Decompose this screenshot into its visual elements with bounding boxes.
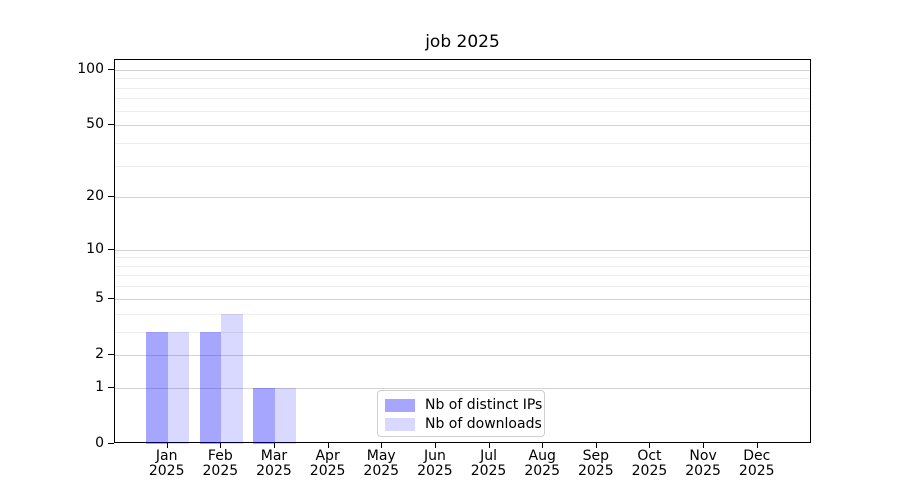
gridline-minor (115, 265, 810, 267)
gridline-minor (115, 257, 810, 259)
gridline-major (115, 298, 810, 300)
legend-label-distinct-ips: Nb of distinct IPs (425, 397, 543, 413)
y-axis-tick-label: 10 (86, 240, 104, 257)
x-axis-tick-label: Jul 2025 (470, 448, 507, 479)
gridline-minor (115, 78, 810, 80)
x-axis-tick-label: Feb 2025 (202, 448, 239, 479)
gridline-minor (115, 286, 810, 288)
gridline-major (115, 197, 810, 199)
gridline-minor (115, 110, 810, 112)
bar-distinct-ips-jan-2025 (146, 331, 168, 444)
x-axis-tick-label: Oct 2025 (631, 448, 668, 479)
chart-title: job 2025 (425, 32, 500, 52)
gridline-major (115, 387, 810, 389)
gridline-major (115, 69, 810, 71)
y-axis-tick (108, 249, 114, 250)
y-axis-tick (108, 387, 114, 388)
y-axis-tick-label: 2 (95, 345, 104, 362)
y-axis-tick (108, 298, 114, 299)
x-axis-tick (327, 443, 329, 448)
legend-swatch-distinct-ips-icon (385, 399, 415, 412)
legend-item-distinct-ips: Nb of distinct IPs (385, 396, 544, 415)
x-axis-tick-label: Jun 2025 (417, 448, 453, 479)
gridline-minor (115, 165, 810, 167)
y-axis-tick-label: 20 (86, 188, 104, 205)
y-axis-tick-label: 100 (77, 60, 104, 77)
x-axis-tick-label: May 2025 (363, 448, 400, 479)
x-axis-tick (220, 443, 222, 448)
x-axis-tick (542, 443, 544, 448)
y-axis-tick-label: 50 (86, 116, 104, 133)
legend-swatch-downloads-icon (385, 418, 415, 431)
x-axis-tick (595, 443, 597, 448)
bar-distinct-ips-feb-2025 (199, 331, 222, 444)
y-axis-tick (108, 443, 114, 444)
x-axis-tick (649, 443, 651, 448)
gridline-minor (115, 275, 810, 277)
x-axis-tick (488, 443, 490, 448)
x-axis-tick-label: Jan 2025 (148, 448, 185, 479)
legend: Nb of distinct IPs Nb of downloads (377, 390, 545, 437)
bar-distinct-ips-mar-2025 (253, 387, 275, 444)
legend-item-downloads: Nb of downloads (385, 415, 544, 434)
y-axis-tick (108, 354, 114, 355)
bar-downloads-jan-2025 (167, 331, 190, 444)
x-axis-tick (273, 443, 275, 448)
gridline-major (115, 249, 810, 251)
x-axis-tick (703, 443, 705, 448)
bar-downloads-mar-2025 (274, 387, 297, 444)
y-axis-tick-label: 0 (95, 435, 104, 451)
x-axis-tick-label: Aug 2025 (524, 448, 560, 479)
x-axis-tick (166, 443, 168, 448)
y-axis-tick (108, 196, 114, 197)
plot-area (114, 59, 811, 444)
legend-label-downloads: Nb of downloads (425, 416, 542, 432)
x-axis-tick-label: Dec 2025 (738, 448, 775, 479)
gridline-minor (115, 313, 810, 315)
y-axis-tick-label: 1 (95, 378, 104, 395)
x-axis-tick-label: Sep 2025 (577, 448, 614, 479)
y-axis-tick-label: 5 (95, 289, 104, 306)
y-axis-tick (108, 69, 114, 70)
bar-downloads-feb-2025 (221, 313, 243, 444)
gridline-minor (115, 98, 810, 100)
x-axis-tick (756, 443, 758, 448)
x-axis-tick (381, 443, 383, 448)
x-axis-tick-label: Apr 2025 (309, 448, 346, 479)
gridline-major (115, 354, 810, 356)
gridline-major (115, 125, 810, 127)
x-axis-tick-label: Mar 2025 (256, 448, 292, 479)
gridline-minor (115, 331, 810, 333)
x-axis-tick (434, 443, 436, 448)
gridline-minor (115, 142, 810, 144)
x-axis-tick-label: Nov 2025 (685, 448, 721, 479)
gridline-minor (115, 87, 810, 89)
y-axis-tick (108, 124, 114, 125)
